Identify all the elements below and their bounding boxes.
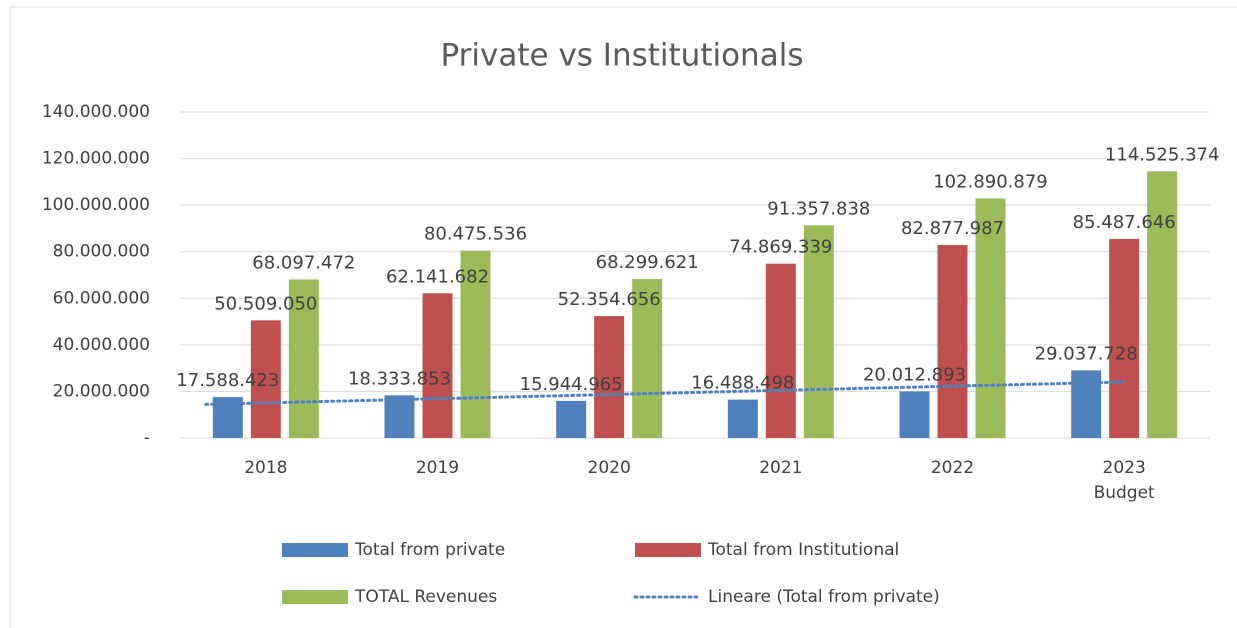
data-label: 18.333.853 bbox=[348, 368, 451, 389]
y-tick-label: 100.000.000 bbox=[42, 195, 150, 215]
data-label: 52.354.656 bbox=[558, 289, 661, 310]
y-tick-label: 60.000.000 bbox=[53, 288, 150, 308]
bar bbox=[975, 198, 1006, 438]
y-tick-label: 40.000.000 bbox=[53, 335, 150, 355]
data-label: 20.012.893 bbox=[863, 364, 966, 385]
bar bbox=[556, 400, 587, 438]
chart-title: Private vs Institutionals bbox=[441, 38, 804, 74]
data-label: 62.141.682 bbox=[386, 266, 489, 287]
legend-label: Total from Institutional bbox=[707, 540, 899, 560]
x-tick-label: 2021 bbox=[759, 458, 803, 478]
bar bbox=[594, 316, 625, 438]
data-label: 16.488.498 bbox=[691, 373, 794, 394]
bar bbox=[727, 399, 758, 438]
legend-swatch bbox=[282, 590, 348, 604]
data-label: 85.487.646 bbox=[1073, 212, 1176, 233]
bar bbox=[899, 391, 930, 438]
data-label: 74.869.339 bbox=[729, 237, 832, 258]
y-tick-label: 120.000.000 bbox=[42, 149, 150, 169]
legend-label: Total from private bbox=[354, 540, 505, 560]
data-label: 114.525.374 bbox=[1105, 144, 1220, 165]
bar bbox=[250, 320, 281, 438]
bar bbox=[803, 225, 834, 438]
y-tick-label: - bbox=[144, 428, 150, 448]
bar bbox=[288, 279, 319, 438]
data-label: 102.890.879 bbox=[933, 171, 1048, 192]
data-label: 29.037.728 bbox=[1035, 343, 1138, 364]
x-tick-label: 2020 bbox=[587, 458, 631, 478]
bar bbox=[632, 278, 663, 438]
bar bbox=[1071, 370, 1102, 438]
bar bbox=[1109, 238, 1140, 438]
legend-swatch bbox=[635, 543, 701, 557]
y-tick-label: 80.000.000 bbox=[53, 242, 150, 262]
bar bbox=[384, 395, 415, 438]
data-label: 17.588.423 bbox=[176, 370, 279, 391]
data-label: 15.944.965 bbox=[520, 374, 623, 395]
y-tick-label: 140.000.000 bbox=[42, 102, 150, 122]
x-tick-label: 2023 Budget bbox=[1093, 458, 1155, 503]
x-tick-label: 2019 bbox=[415, 458, 460, 478]
bar bbox=[1147, 171, 1178, 438]
x-tick-label: 2018 bbox=[244, 458, 288, 478]
legend-label: TOTAL Revenues bbox=[354, 587, 497, 607]
bar bbox=[422, 293, 453, 438]
data-label: 68.097.472 bbox=[252, 252, 355, 273]
bar bbox=[765, 263, 796, 438]
data-label: 80.475.536 bbox=[424, 224, 527, 245]
data-label: 91.357.838 bbox=[767, 198, 870, 219]
data-label: 50.509.050 bbox=[214, 293, 317, 314]
data-label: 68.299.621 bbox=[596, 252, 699, 273]
data-label: 82.877.987 bbox=[901, 218, 1004, 239]
chart-frame bbox=[9, 6, 1237, 628]
x-tick-label: 2022 bbox=[930, 458, 975, 478]
legend-swatch bbox=[282, 543, 348, 557]
trendline bbox=[204, 380, 1126, 406]
bar bbox=[937, 245, 968, 438]
y-tick-label: 20.000.000 bbox=[53, 381, 150, 401]
legend-label: Lineare (Total from private) bbox=[708, 587, 940, 607]
bar bbox=[460, 250, 491, 438]
